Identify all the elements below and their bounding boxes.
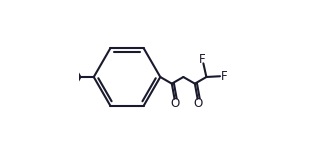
Text: O: O [194, 97, 203, 109]
Text: F: F [220, 70, 227, 83]
Text: O: O [171, 97, 180, 109]
Text: F: F [199, 53, 206, 66]
